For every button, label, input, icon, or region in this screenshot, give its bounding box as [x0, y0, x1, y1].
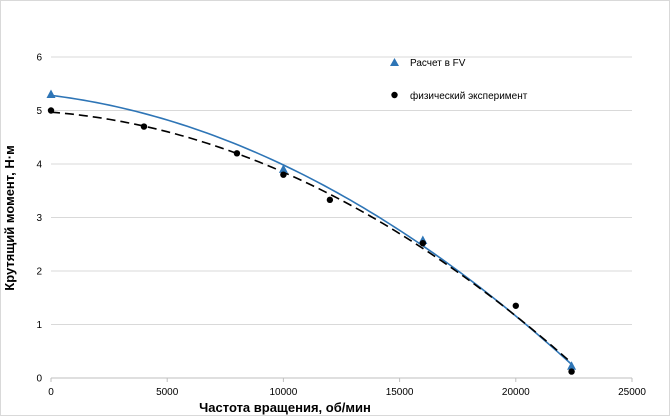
trendline-series-1: [50, 111, 573, 364]
trendline-layer: [50, 94, 573, 365]
x-tick-label-20000: 20000: [502, 387, 530, 398]
legend-label-fv: Расчет в FV: [410, 58, 466, 69]
x-tick-label-25000: 25000: [618, 387, 646, 398]
data-point-experiment-5: [419, 239, 427, 247]
data-point-experiment-6: [512, 302, 519, 309]
data-point-fv-3: [567, 361, 577, 370]
y-tick-label-6: 6: [36, 53, 42, 64]
data-point-experiment-7: [568, 368, 575, 375]
axes-layer: 0 1 2 3 4 5 6 0 5000 10000 15000 20000 25000: [36, 53, 646, 399]
data-point-experiment-3: [280, 171, 287, 178]
data-point-experiment-0: [47, 107, 55, 114]
x-tick-label-10000: 10000: [269, 387, 297, 398]
legend-label-experiment: физический эксперимент: [410, 90, 528, 102]
data-marks-layer: [46, 89, 577, 375]
legend-marker-experiment: [391, 91, 398, 99]
y-tick-label-0: 0: [36, 374, 42, 385]
data-point-fv-1: [278, 164, 288, 173]
legend: Расчет в FV физический эксперимент: [390, 58, 528, 102]
y-tick-label-1: 1: [36, 320, 42, 331]
data-point-fv-0: [46, 89, 56, 98]
y-tick-label-5: 5: [36, 106, 42, 117]
x-tick-label-0: 0: [48, 387, 54, 398]
y-tick-label-2: 2: [36, 267, 42, 278]
legend-marker-fv: [390, 58, 399, 66]
data-point-experiment-1: [140, 123, 148, 130]
x-tick-label-5000: 5000: [156, 387, 179, 398]
grid-layer: [51, 56, 632, 325]
x-axis-title: Частота вращения, об/мин: [199, 400, 371, 415]
y-axis-title: Крутящий момент, Н·м: [2, 145, 17, 290]
data-point-experiment-4: [326, 196, 334, 204]
y-tick-label-4: 4: [36, 160, 42, 171]
trendline-series-0: [50, 94, 573, 365]
data-point-experiment-2: [233, 150, 241, 157]
x-tick-label-15000: 15000: [386, 387, 414, 398]
y-tick-label-3: 3: [36, 213, 42, 224]
